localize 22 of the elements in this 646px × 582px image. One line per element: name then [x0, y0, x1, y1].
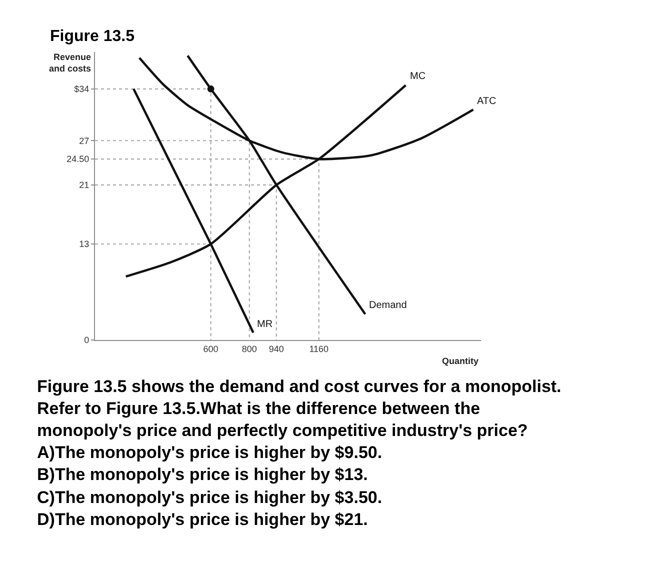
- series-label: MC: [410, 71, 426, 82]
- series-label: MR: [257, 319, 273, 330]
- y-tick-label: 27: [79, 136, 90, 146]
- text: B)The monopoly's price is higher by $13.: [37, 465, 368, 484]
- y-tick-label: 24.50: [66, 154, 90, 164]
- y-tick-label: 0: [84, 335, 90, 346]
- text: C)The monopoly's price is higher by $3.50.: [37, 488, 382, 507]
- y-tick-label: 21: [79, 180, 90, 190]
- x-tick-label: 1160: [309, 344, 329, 354]
- chart-title: Figure 13.5: [50, 28, 135, 46]
- series-label: ATC: [477, 96, 496, 107]
- text: A)The monopoly's price is higher by $9.50.: [37, 443, 382, 462]
- x-tick-label: 600: [203, 344, 218, 354]
- series-label: Demand: [369, 300, 407, 311]
- y-tick-label: $34: [74, 84, 90, 94]
- x-tick-label: 940: [268, 344, 284, 354]
- y-tick-label: 13: [79, 239, 90, 250]
- y-axis-title: Revenue and costs: [49, 52, 92, 74]
- text: D)The monopoly's price is higher by $21.: [37, 510, 368, 529]
- caption: Figure 13.5 shows the demand and cost curves for a monopolist. Refer to Figure 13.5.What is the difference between the monopoly's price and perfectly competitive industry's price?: [37, 377, 562, 440]
- x-tick-label: 800: [242, 344, 257, 354]
- x-axis-title: Quantity: [442, 356, 479, 366]
